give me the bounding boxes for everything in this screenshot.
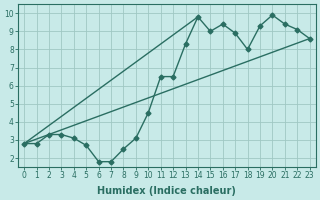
X-axis label: Humidex (Indice chaleur): Humidex (Indice chaleur)	[98, 186, 236, 196]
